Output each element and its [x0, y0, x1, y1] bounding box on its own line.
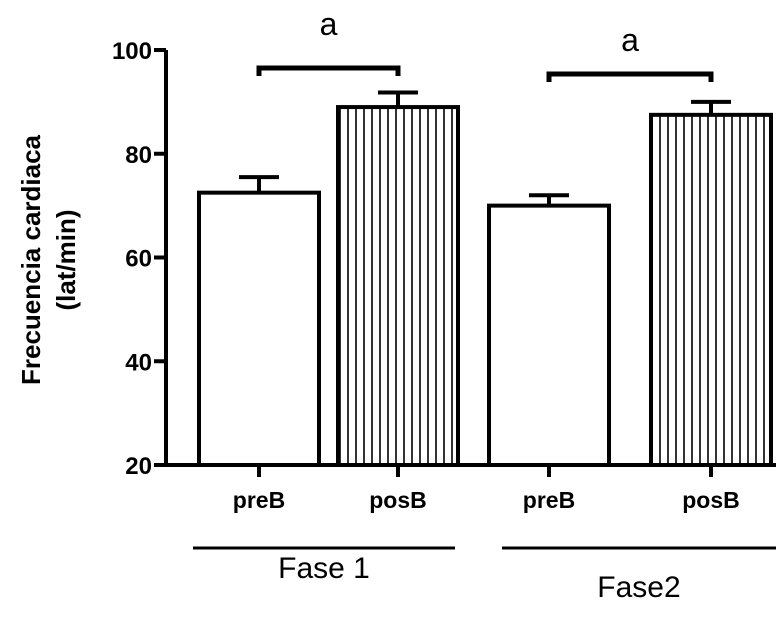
bar-preB-fase1: [197, 190, 321, 467]
category-label-0: preB: [233, 487, 285, 513]
category-label-1: posB: [369, 487, 427, 513]
category-label-2: preB: [523, 487, 575, 513]
significance-label-1: a: [621, 22, 639, 58]
y-axis-title-line2: (lat/min): [51, 209, 81, 310]
bar-posB-fase1: [336, 105, 460, 467]
y-tick-label-100: 100: [112, 38, 152, 65]
category-label-3: posB: [682, 487, 740, 513]
bar-preB-fase2: [487, 203, 611, 467]
y-axis-title-line1: Frecuencia cardiaca: [16, 134, 46, 385]
significance-bracket-1: [546, 71, 714, 82]
y-axis-title: Frecuencia cardiaca (lat/min): [16, 134, 81, 385]
significance-bracket-0: [256, 65, 401, 76]
bars-layer: [197, 105, 773, 467]
significance-label-0: a: [320, 6, 338, 42]
bar-posB-fase2: [649, 112, 773, 467]
y-tick-label-60: 60: [125, 246, 152, 273]
group-label-0: Fase 1: [278, 552, 370, 585]
y-tick-label-40: 40: [125, 349, 152, 376]
y-axis: 20 40 60 80 100: [112, 38, 168, 480]
error-bars-layer: [239, 90, 731, 206]
y-tick-label-80: 80: [125, 142, 152, 169]
y-tick-label-20: 20: [125, 453, 152, 480]
category-labels: preB posB preB posB: [233, 487, 740, 513]
group-labels: Fase 1 Fase2: [193, 546, 776, 604]
group-label-1: Fase2: [597, 571, 680, 604]
